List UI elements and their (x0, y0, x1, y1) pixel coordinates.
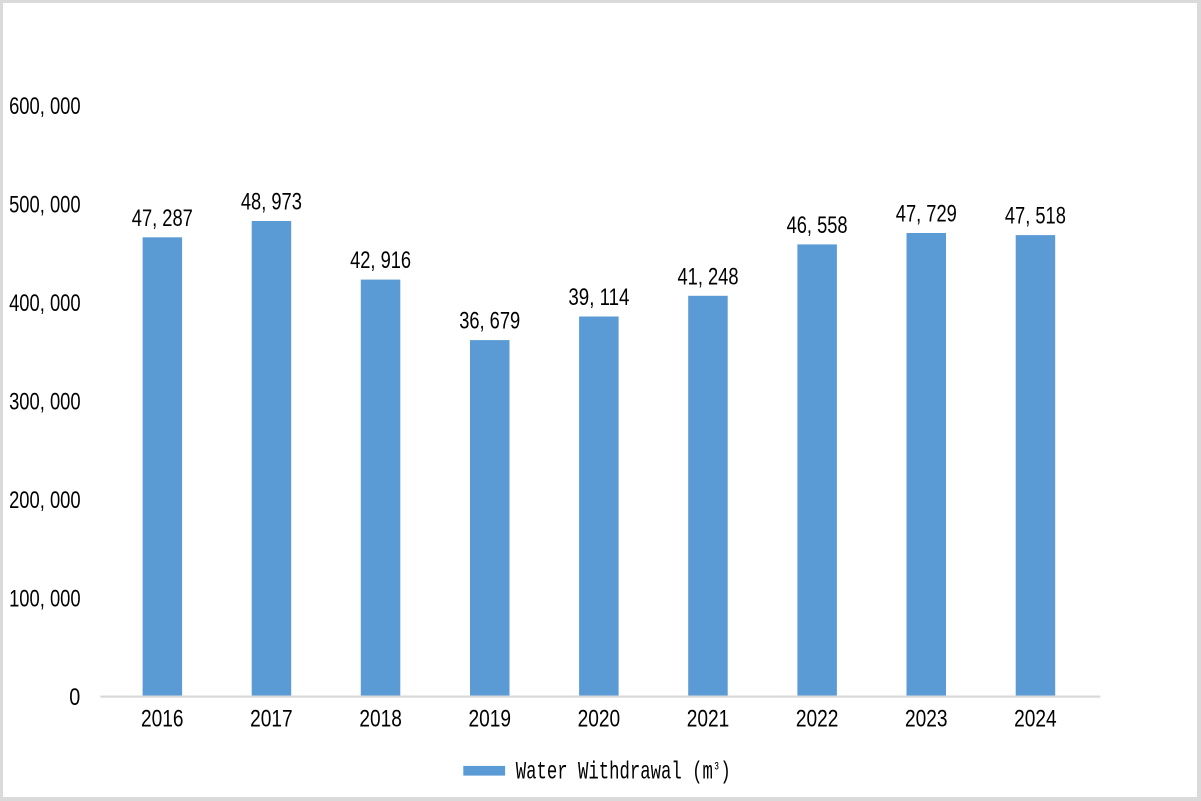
svg-text:2019: 2019 (468, 705, 511, 732)
svg-text:100, 000: 100, 000 (9, 586, 81, 613)
svg-text:2022: 2022 (796, 705, 839, 732)
svg-text:42, 916: 42, 916 (350, 247, 411, 274)
svg-text:2016: 2016 (141, 705, 184, 732)
svg-text:600, 000: 600, 000 (9, 93, 81, 120)
svg-text:2023: 2023 (905, 705, 948, 732)
svg-text:Water Withdrawal (m³): Water Withdrawal (m³) (516, 757, 731, 786)
svg-text:2021: 2021 (687, 705, 730, 732)
svg-text:46, 558: 46, 558 (787, 212, 848, 239)
svg-text:41, 248: 41, 248 (678, 263, 739, 290)
svg-text:2017: 2017 (250, 705, 293, 732)
svg-text:200, 000: 200, 000 (9, 487, 81, 514)
svg-text:2020: 2020 (578, 705, 621, 732)
svg-text:48, 973: 48, 973 (241, 189, 302, 216)
svg-text:47, 518: 47, 518 (1005, 203, 1066, 230)
svg-text:400, 000: 400, 000 (9, 290, 81, 317)
svg-text:39, 114: 39, 114 (568, 284, 629, 311)
svg-text:2024: 2024 (1014, 705, 1057, 732)
svg-text:500, 000: 500, 000 (9, 191, 81, 218)
svg-text:300, 000: 300, 000 (9, 388, 81, 415)
svg-text:0: 0 (69, 684, 80, 711)
svg-text:36, 679: 36, 679 (459, 308, 520, 335)
svg-text:47, 287: 47, 287 (132, 205, 193, 232)
svg-text:47, 729: 47, 729 (896, 201, 957, 228)
svg-text:2018: 2018 (359, 705, 402, 732)
